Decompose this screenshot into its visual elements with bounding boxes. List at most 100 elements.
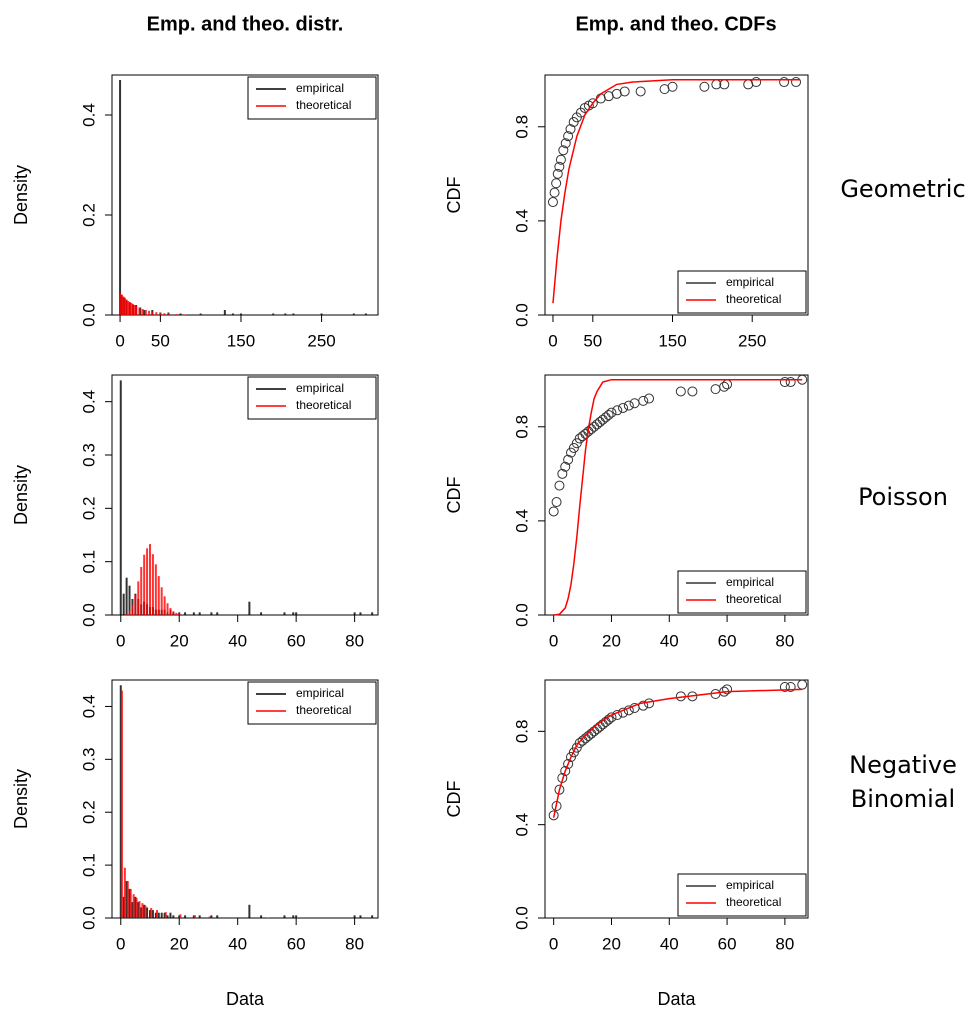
cdf-point: [719, 381, 730, 392]
x-tick-label: 0: [548, 331, 557, 350]
legend-box: [247, 376, 377, 420]
y-tick-label: 0.0: [79, 906, 98, 930]
cdf-point: [667, 81, 678, 92]
plot-frame: [544, 374, 809, 616]
x-tick-label: 40: [228, 631, 247, 650]
row-label: Negative: [849, 751, 957, 779]
y-axis-label: Density: [11, 465, 31, 525]
cdf-point: [555, 154, 566, 165]
legend-box: [247, 76, 377, 120]
cdf-point: [629, 398, 640, 409]
y-tick-label: 0.1: [79, 550, 98, 574]
cdf-point: [557, 468, 568, 479]
x-tick-label: 50: [151, 331, 170, 350]
y-tick-label: 0.0: [512, 906, 531, 930]
cdf-point: [699, 81, 710, 92]
legend-box: [677, 570, 807, 614]
x-tick-label: 80: [345, 934, 364, 953]
x-tick-label: 50: [583, 331, 602, 350]
cdf-point: [638, 700, 649, 711]
y-tick-label: 0.0: [79, 303, 98, 327]
y-tick-label: 0.0: [512, 303, 531, 327]
cdf-point: [587, 98, 598, 109]
y-tick-label: 0.2: [79, 203, 98, 227]
y-axis-label: Density: [11, 769, 31, 829]
y-axis-label: Density: [11, 165, 31, 225]
y-tick-label: 0.4: [512, 813, 531, 837]
cdf-point: [710, 384, 721, 395]
cdf-point: [554, 161, 565, 172]
column-title: Emp. and theo. CDFs: [575, 13, 776, 35]
cdf-point: [779, 682, 790, 692]
y-tick-label: 0.8: [512, 115, 531, 139]
x-tick-label: 0: [116, 631, 125, 650]
cdf-point: [797, 679, 808, 690]
cdf-point: [675, 386, 686, 397]
y-axis-label: CDF: [444, 477, 464, 514]
cdf-point: [548, 506, 559, 517]
cdf-point: [687, 386, 698, 397]
cdf-point: [597, 414, 608, 425]
cdf-point: [592, 724, 603, 734]
x-tick-label: 40: [228, 934, 247, 953]
plot-frame: [111, 679, 379, 919]
x-tick-label: 150: [227, 331, 255, 350]
cdf-point: [589, 421, 600, 432]
cdf-point: [618, 402, 629, 413]
y-tick-label: 0.8: [512, 720, 531, 744]
cdf-point: [644, 698, 655, 709]
column-title: Emp. and theo. distr.: [147, 13, 344, 35]
y-tick-label: 0.2: [79, 497, 98, 521]
x-tick-label: 150: [658, 331, 686, 350]
x-tick-label: 250: [307, 331, 335, 350]
x-tick-label: 0: [116, 934, 125, 953]
x-tick-label: 80: [775, 934, 794, 953]
legend-label: theoretical: [726, 592, 781, 606]
cdf-point: [554, 784, 565, 795]
y-tick-label: 0.2: [79, 800, 98, 824]
legend-label: theoretical: [296, 398, 351, 412]
cdf-point: [563, 454, 574, 465]
y-tick-label: 0.3: [79, 748, 98, 772]
legend-label: empirical: [296, 381, 344, 395]
x-tick-label: 0: [115, 331, 124, 350]
cdf-point: [560, 766, 571, 776]
legend-label: empirical: [726, 275, 774, 289]
y-tick-label: 0.0: [512, 603, 531, 627]
x-tick-label: 60: [718, 934, 737, 953]
legend-label: theoretical: [726, 292, 781, 306]
y-tick-label: 0.3: [79, 443, 98, 467]
cdf-point: [612, 405, 623, 416]
legend-box: [247, 681, 377, 725]
row-label: Binomial: [851, 785, 955, 813]
cdf-point: [779, 377, 790, 388]
legend-label: theoretical: [296, 98, 351, 112]
x-tick-label: 20: [170, 631, 189, 650]
cdf-point: [659, 84, 670, 95]
cdf-point: [606, 407, 617, 418]
y-tick-label: 0.4: [512, 509, 531, 533]
y-tick-label: 0.4: [79, 390, 98, 414]
cdf-line: [553, 378, 803, 616]
cdf-point: [594, 721, 605, 732]
cdf-point: [722, 684, 733, 695]
legend-label: empirical: [296, 686, 344, 700]
cdf-point: [552, 168, 563, 179]
y-tick-label: 0.4: [79, 103, 98, 127]
cdf-point: [635, 86, 646, 97]
cdf-point: [549, 187, 560, 198]
cdf-point: [592, 419, 603, 430]
cdf-point: [563, 131, 574, 142]
y-tick-label: 0.4: [512, 209, 531, 233]
cdf-point: [551, 497, 562, 508]
y-axis-label: CDF: [444, 177, 464, 214]
cdf-point: [589, 726, 600, 737]
x-tick-label: 80: [775, 631, 794, 650]
x-tick-label: 20: [602, 631, 621, 650]
cdf-point: [623, 400, 634, 411]
cdf-point: [722, 379, 733, 390]
cdf-point: [560, 461, 571, 472]
x-tick-label: 60: [287, 631, 306, 650]
legend-label: empirical: [726, 878, 774, 892]
cdf-point: [785, 682, 796, 692]
